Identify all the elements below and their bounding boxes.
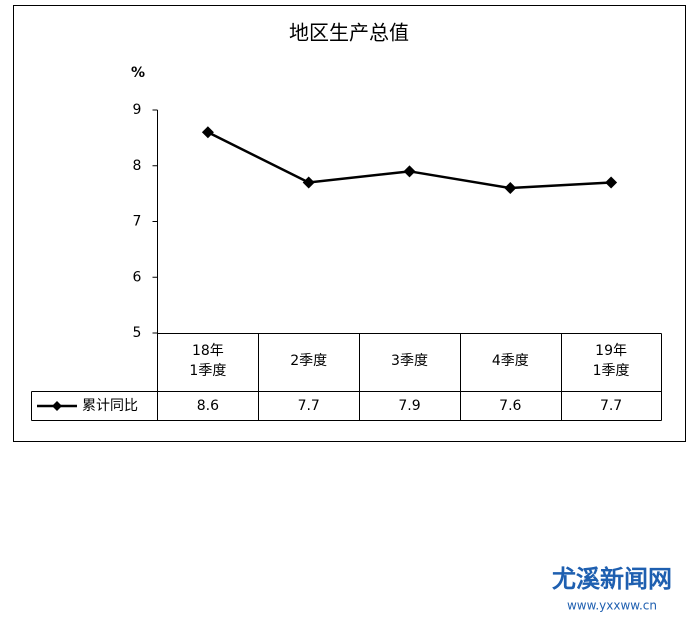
y-tick-label: 5	[133, 325, 142, 341]
point-marker	[504, 182, 517, 195]
y-tick-label: 6	[133, 269, 142, 285]
data-table-value: 7.7	[600, 398, 622, 414]
series-line	[207, 131, 612, 190]
y-tick-label: 9	[133, 102, 142, 118]
data-table-value: 8.6	[197, 398, 219, 414]
data-table-grid	[31, 333, 662, 421]
point-marker	[403, 165, 416, 178]
x-tick-label: 2季度	[290, 353, 328, 369]
chart-title: 地区生产总值	[289, 21, 409, 45]
x-tick-label: 4季度	[491, 353, 529, 369]
point-marker	[605, 176, 618, 189]
point-marker	[201, 126, 214, 139]
data-table-value: 7.9	[398, 398, 420, 414]
data-table-value: 7.6	[499, 398, 521, 414]
chart-border	[13, 5, 686, 442]
data-table-value: 7.7	[298, 398, 320, 414]
x-tick-label: 18年 1季度	[189, 343, 227, 379]
y-axis-label: %	[131, 65, 145, 81]
x-tick-label: 19年 1季度	[592, 343, 630, 379]
watermark-url: www.yxxww.cn	[567, 599, 657, 613]
watermark-name: 尤溪新闻网	[552, 565, 672, 593]
legend-label: 累计同比	[82, 398, 138, 414]
legend-marker	[52, 401, 62, 411]
x-tick-label: 3季度	[391, 353, 428, 369]
y-tick-label: 8	[133, 158, 142, 174]
point-marker	[302, 176, 315, 189]
y-tick-label: 7	[133, 214, 142, 230]
